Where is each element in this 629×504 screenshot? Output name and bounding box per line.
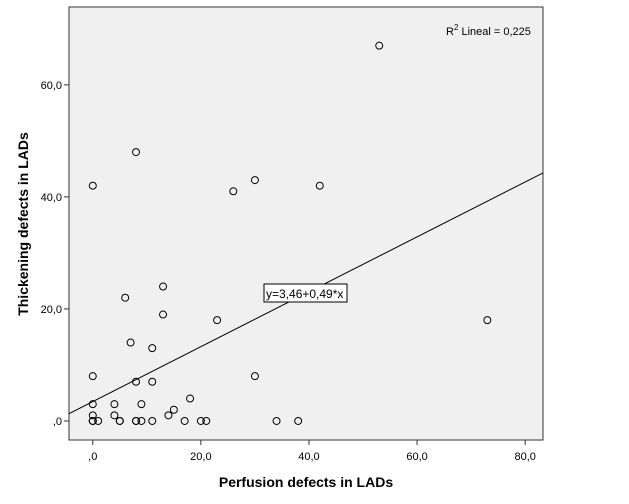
data-point: [294, 416, 303, 425]
data-point: [88, 372, 97, 381]
y-tick-label: 60,0: [41, 80, 62, 92]
y-tick-label: 40,0: [41, 192, 62, 204]
data-point: [88, 400, 97, 409]
x-tick-label: 60,0: [406, 451, 427, 463]
data-point: [196, 416, 205, 425]
x-tick-label: ,0: [88, 451, 97, 463]
data-point: [121, 293, 130, 302]
data-point: [202, 416, 211, 425]
y-tick-label: ,0: [53, 416, 62, 428]
x-tick-label: 40,0: [298, 451, 319, 463]
data-point: [272, 416, 281, 425]
data-point: [137, 400, 146, 409]
data-point: [88, 416, 97, 425]
data-point: [126, 338, 135, 347]
x-tick-label: 20,0: [190, 451, 211, 463]
data-point: [115, 416, 124, 425]
y-axis-label: Thickening defects in LADs: [15, 132, 31, 316]
data-point: [94, 416, 103, 425]
data-point: [132, 377, 141, 386]
equation-label: y=3,46+0,49*x: [263, 283, 348, 303]
data-point: [110, 411, 119, 420]
data-point: [315, 181, 324, 190]
data-point: [88, 181, 97, 190]
data-point: [110, 400, 119, 409]
plot-area: [68, 6, 544, 441]
data-point: [250, 372, 259, 381]
data-point: [229, 187, 238, 196]
equation-text: y=3,46+0,49*x: [266, 287, 343, 301]
y-tick-label: 20,0: [41, 304, 62, 316]
data-point: [148, 344, 157, 353]
r2-annotation: R2 Lineal = 0,225: [446, 23, 531, 38]
data-point: [159, 282, 168, 291]
x-axis-label: Perfusion defects in LADs: [219, 474, 393, 490]
data-point: [132, 416, 141, 425]
data-point: [213, 316, 222, 325]
data-point: [137, 416, 146, 425]
data-point: [186, 394, 195, 403]
data-point: [164, 411, 173, 420]
data-point: [375, 41, 384, 50]
x-tick-label: 80,0: [514, 451, 535, 463]
data-point: [180, 416, 189, 425]
data-point: [148, 377, 157, 386]
data-point: [88, 411, 97, 420]
data-point: [483, 316, 492, 325]
data-point: [159, 310, 168, 319]
data-point: [250, 176, 259, 185]
data-point: [132, 148, 141, 157]
data-point: [169, 405, 178, 414]
data-point: [148, 416, 157, 425]
